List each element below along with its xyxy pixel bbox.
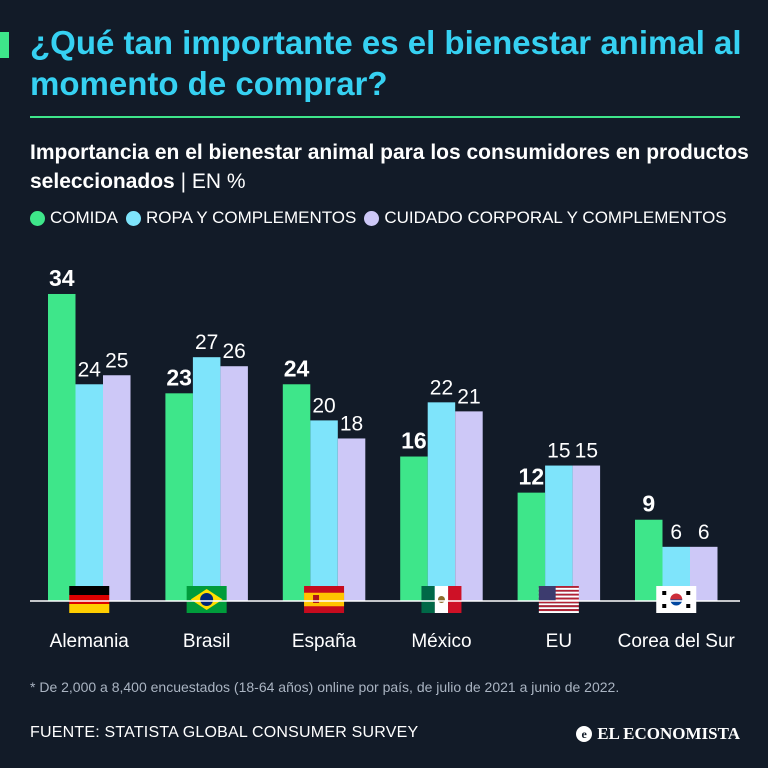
value-label-alemania-0: 34 (49, 265, 75, 291)
brand-name: EL ECONOMISTA (597, 724, 740, 743)
value-label-eu-0: 12 (519, 464, 545, 490)
value-label-brasil-0: 23 (166, 364, 192, 390)
bar-mexico-2 (455, 411, 483, 601)
bar-espana-0 (282, 384, 311, 601)
accent-mark (0, 32, 9, 58)
bar-alemania-2 (103, 375, 131, 601)
germany-flag (69, 586, 110, 613)
chart-subtitle: Importancia en el bienestar animal para … (30, 138, 750, 196)
chart-unit: | EN % (180, 170, 246, 193)
value-label-mexico-2: 21 (457, 385, 480, 408)
chart-subtitle-text: Importancia en el bienestar animal para … (30, 141, 749, 193)
value-label-mexico-1: 22 (430, 376, 453, 399)
bar-eu-2 (572, 465, 601, 601)
value-label-brasil-2: 26 (222, 340, 245, 363)
legend-swatch-cuidado (364, 210, 380, 226)
value-label-eu-1: 15 (547, 440, 570, 463)
bar-mexico-1 (427, 402, 456, 601)
value-label-alemania-1: 24 (78, 358, 102, 381)
legend-label-comida: COMIDA (50, 208, 118, 227)
category-label-alemania: Alemania (50, 631, 130, 652)
brazil-flag (186, 586, 227, 613)
usa-flag (538, 586, 579, 613)
legend-swatch-ropa (126, 210, 141, 226)
title-divider (30, 116, 740, 118)
category-label-corea-del-sur: Corea del Sur (618, 631, 736, 652)
brand-logo: e EL ECONOMISTA (576, 724, 740, 744)
value-label-alemania-2: 25 (105, 349, 128, 372)
category-label-espana: España (292, 631, 357, 652)
category-label-mexico: México (411, 631, 471, 652)
bar-brasil-2 (220, 366, 248, 601)
bar-brasil-0 (165, 393, 193, 601)
value-label-espana-0: 24 (284, 355, 310, 381)
bar-eu-0 (517, 492, 546, 601)
value-label-corea-del-sur-0: 9 (642, 491, 655, 517)
bar-mexico-0 (400, 456, 428, 601)
bar-alemania-1 (75, 384, 103, 601)
value-label-eu-2: 15 (575, 440, 598, 463)
mexico-flag (421, 586, 462, 613)
category-label-eu: EU (546, 631, 572, 652)
page-title: ¿Qué tan importante es el bienestar anim… (30, 24, 742, 102)
spain-flag (304, 586, 345, 613)
legend-label-cuidado: CUIDADO CORPORAL Y COMPLEMENTOS (384, 208, 727, 227)
value-label-mexico-0: 16 (401, 428, 427, 454)
value-label-corea-del-sur-2: 6 (698, 521, 710, 544)
category-label-brasil: Brasil (183, 631, 231, 652)
source-credit: FUENTE: STATISTA GLOBAL CONSUMER SURVEY (30, 724, 419, 741)
south-korea-flag (656, 586, 697, 613)
bar-espana-2 (337, 438, 366, 601)
chart-legend: COMIDA ROPA Y COMPLEMENTOS CUIDADO CORPO… (30, 206, 735, 230)
bar-espana-1 (310, 420, 338, 601)
legend-item-comida: COMIDA (30, 208, 118, 228)
value-label-brasil-1: 27 (195, 331, 218, 354)
legend-item-ropa: ROPA Y COMPLEMENTOS (126, 208, 356, 228)
bar-eu-1 (545, 465, 573, 601)
e-logo-icon: e (576, 726, 593, 742)
legend-swatch-comida (30, 210, 45, 226)
legend-label-ropa: ROPA Y COMPLEMENTOS (146, 208, 357, 227)
bar-brasil-1 (192, 357, 221, 601)
legend-item-cuidado: CUIDADO CORPORAL Y COMPLEMENTOS (364, 208, 727, 228)
bar-alemania-0 (48, 293, 76, 601)
value-label-espana-2: 18 (340, 412, 363, 435)
value-label-espana-1: 20 (312, 394, 335, 417)
value-label-corea-del-sur-1: 6 (670, 521, 682, 544)
footnote: * De 2,000 a 8,400 encuestados (18-64 añ… (30, 679, 620, 695)
